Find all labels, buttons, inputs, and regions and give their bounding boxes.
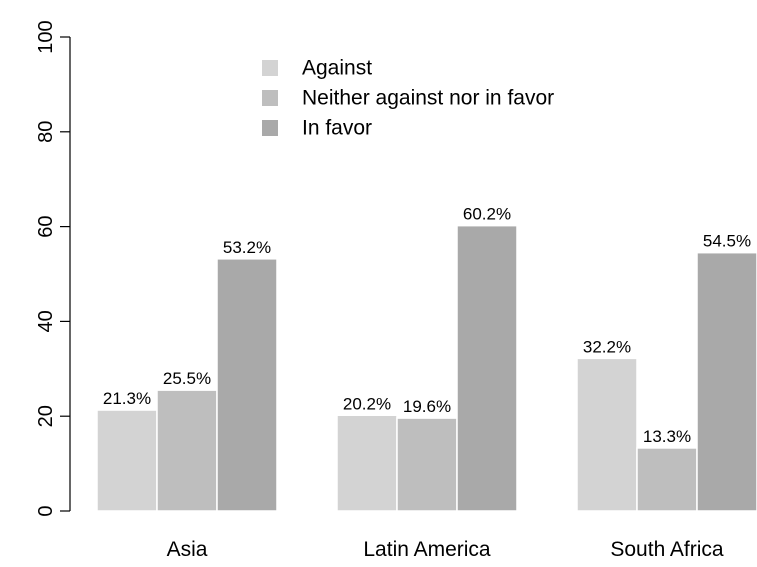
- bar: [156, 389, 218, 512]
- y-tick-label: 40: [35, 310, 57, 332]
- bar: [576, 357, 638, 512]
- data-label: 32.2%: [583, 337, 631, 356]
- data-label: 20.2%: [343, 394, 391, 413]
- y-tick-label: 60: [35, 215, 57, 237]
- bar-group: 20.2% 19.6% 60.2%: [336, 205, 518, 512]
- bar-group: 32.2% 13.3% 54.5%: [576, 232, 757, 512]
- data-label: 19.6%: [403, 397, 451, 416]
- bar: [396, 417, 458, 512]
- legend-label: Against: [302, 57, 372, 80]
- legend-label: In favor: [302, 117, 372, 140]
- bar: [96, 409, 158, 512]
- legend-swatch: [262, 120, 278, 136]
- legend-swatch: [262, 90, 278, 106]
- bar: [216, 258, 278, 512]
- bar-group: 21.3% 25.5% 53.2%: [96, 238, 278, 512]
- y-tick-label: 0: [35, 505, 57, 516]
- data-label: 13.3%: [643, 427, 691, 446]
- data-label: 21.3%: [103, 389, 151, 408]
- data-label: 25.5%: [163, 369, 211, 388]
- category-label: South Africa: [610, 538, 724, 561]
- category-label: Latin America: [363, 538, 491, 561]
- bar: [336, 414, 398, 512]
- data-label: 60.2%: [463, 205, 511, 224]
- bar: [696, 251, 757, 512]
- bar: [456, 224, 518, 512]
- data-label: 53.2%: [223, 238, 271, 257]
- legend-label: Neither against nor in favor: [302, 87, 554, 110]
- y-tick-label: 20: [35, 405, 57, 427]
- y-tick-label: 100: [35, 20, 57, 53]
- bar: [636, 447, 698, 512]
- legend: Against Neither against nor in favor In fa…: [262, 57, 554, 140]
- legend-swatch: [262, 60, 278, 76]
- data-label: 54.5%: [703, 232, 751, 251]
- category-label: Asia: [167, 538, 208, 561]
- bars: 21.3% 25.5% 53.2% 20.2% 19.6% 60.2% 32.2% 13.3%…: [96, 205, 757, 512]
- category-labels: Asia Latin America South Africa: [167, 538, 724, 561]
- y-tick-label: 80: [35, 121, 57, 143]
- y-axis: 0 20 40 60 80 100: [35, 20, 71, 517]
